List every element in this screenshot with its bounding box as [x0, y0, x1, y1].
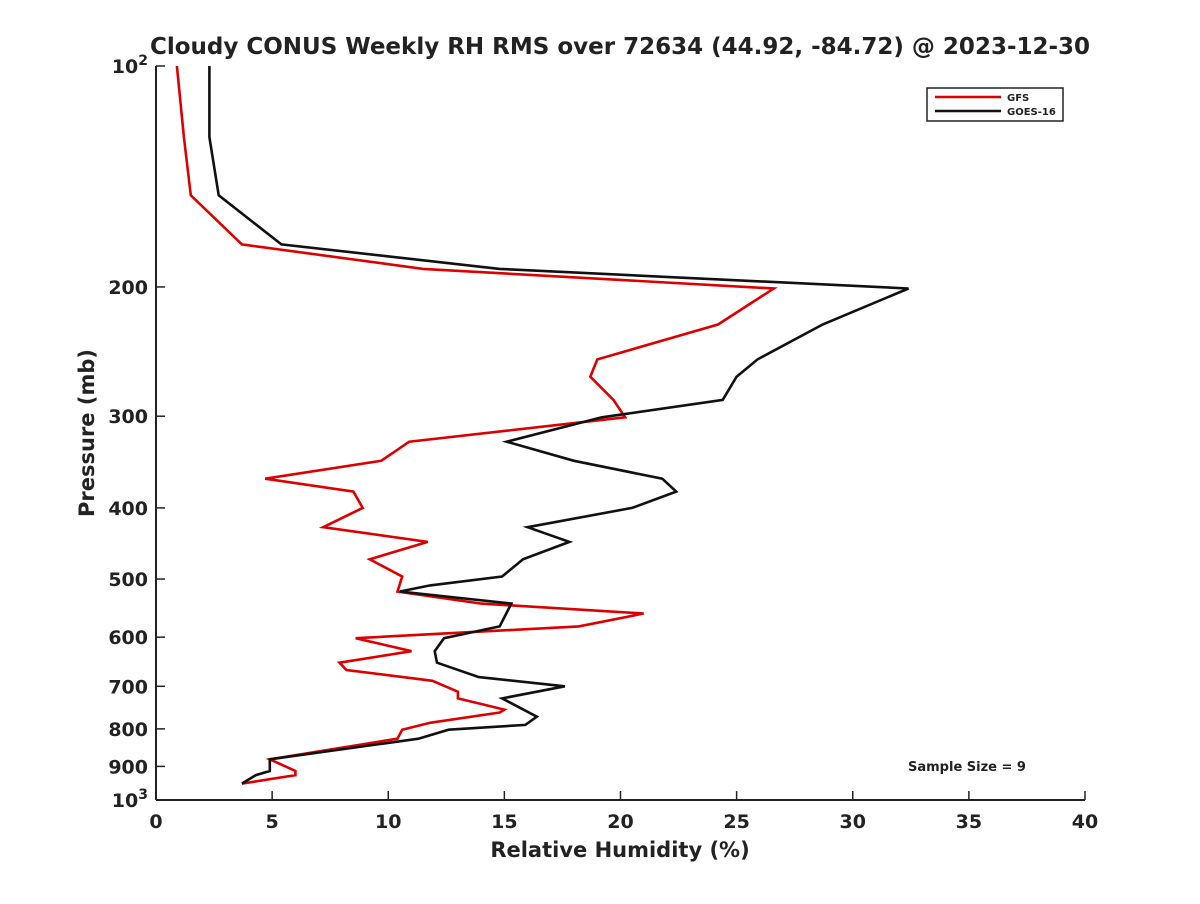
y-tick-label-8: 900 — [108, 756, 148, 778]
x-tick-label-8: 40 — [1072, 811, 1098, 833]
y-axis-label: Pressure (mb) — [75, 349, 99, 517]
y-tick-label-4: 500 — [108, 569, 148, 591]
y-tick-label-7: 800 — [108, 719, 148, 741]
x-tick-label-4: 20 — [607, 811, 633, 833]
y-tick-exponent-9: 3 — [138, 787, 148, 803]
sample-size-annotation: Sample Size = 9 — [908, 760, 1026, 775]
y-tick-label-9: 103 — [112, 787, 148, 812]
legend-label-goes-16: GOES-16 — [1007, 107, 1056, 118]
legend-box — [926, 87, 1064, 122]
y-tick-label-5: 600 — [108, 627, 148, 649]
x-tick-label-2: 10 — [375, 811, 401, 833]
x-tick-label-3: 15 — [491, 811, 517, 833]
x-tick-label-6: 30 — [840, 811, 866, 833]
x-tick-label-0: 0 — [149, 811, 162, 833]
chart-title: Cloudy CONUS Weekly RH RMS over 72634 (4… — [150, 34, 1090, 60]
x-tick-label-5: 25 — [723, 811, 749, 833]
x-tick-label-1: 5 — [266, 811, 279, 833]
series-line-goes-16 — [208, 66, 910, 785]
y-tick-exponent-0: 2 — [138, 53, 148, 69]
y-tick-label-0: 102 — [112, 53, 148, 78]
y-tick-label-3: 400 — [108, 498, 148, 520]
y-tick-label-2: 300 — [108, 406, 148, 428]
y-tick-label-6: 700 — [108, 676, 148, 698]
legend-label-gfs: GFS — [1007, 93, 1029, 104]
x-axis-label: Relative Humidity (%) — [490, 838, 749, 862]
y-tick-label-1: 200 — [108, 277, 148, 299]
series-line-gfs — [175, 65, 778, 785]
x-tick-label-7: 35 — [956, 811, 982, 833]
